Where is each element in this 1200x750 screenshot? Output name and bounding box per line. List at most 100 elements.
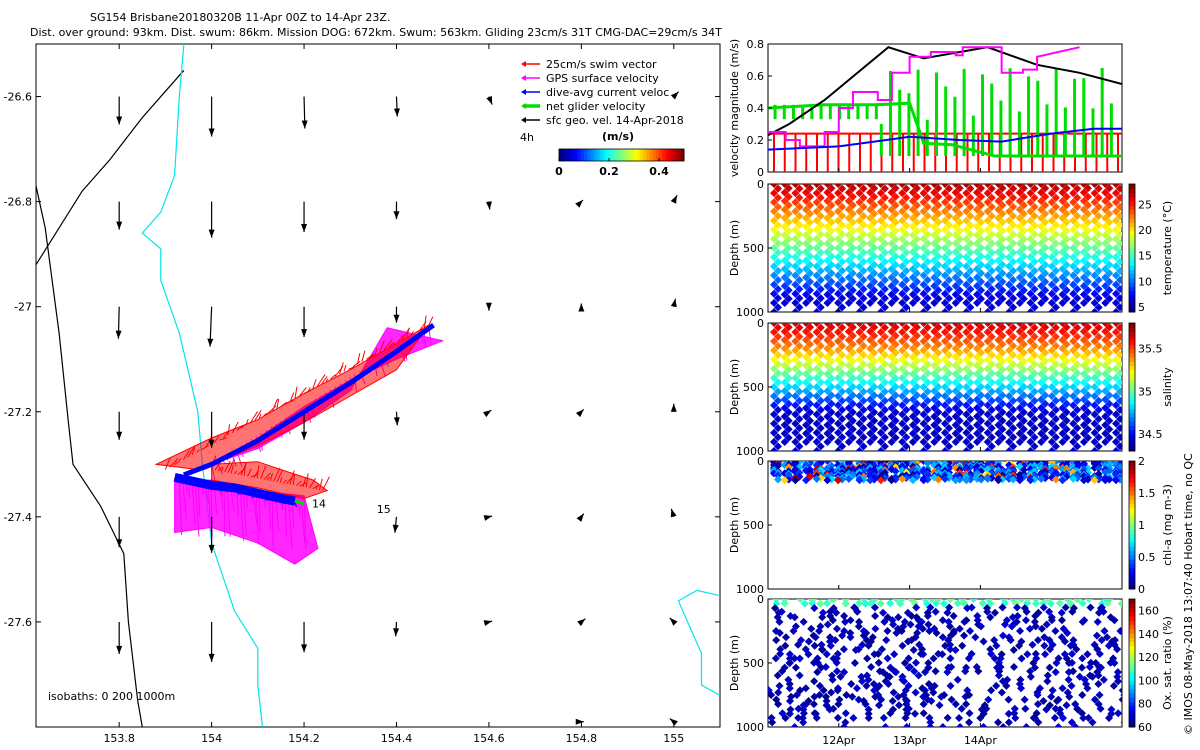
depth-tick-label: 1000 xyxy=(736,445,764,458)
swim-vector xyxy=(231,421,239,434)
colorbar-label: temperature (°C) xyxy=(1161,201,1174,295)
colorbar-salinity: 34.5 35 35.5 salinity xyxy=(1128,322,1174,452)
time-tick-label: 14Apr xyxy=(964,734,998,747)
dac-vector xyxy=(211,483,215,488)
geo-vector-arrow xyxy=(486,95,493,105)
swim-vector xyxy=(182,450,191,461)
geo-vector-arrow xyxy=(208,96,215,137)
net-glider-spikes xyxy=(773,68,1113,156)
swim-vector xyxy=(224,460,231,473)
dac-vector xyxy=(238,489,243,495)
dac-vector xyxy=(285,499,288,501)
dac-vector xyxy=(247,491,252,496)
dac-vector xyxy=(196,480,199,485)
colorbar-temperature: 5 10 15 20 25 temperature (°C) xyxy=(1128,183,1174,314)
dac-vector xyxy=(187,479,190,482)
swim-vector xyxy=(292,473,296,486)
colorbar-chla: 0 0.5 1 1.5 2 chl-a (mg m-3) xyxy=(1128,455,1174,596)
swim-vector xyxy=(296,480,302,487)
geo-vector-arrow xyxy=(670,403,677,412)
geo-vector-arrow xyxy=(575,199,584,208)
dac-vector xyxy=(232,488,235,492)
swim-vector xyxy=(318,478,323,491)
map-xtick-label: 154.8 xyxy=(566,732,598,745)
swim-vector xyxy=(321,376,328,385)
dac-vector xyxy=(282,498,287,503)
swim-vector xyxy=(254,410,262,421)
colorbar-tick-label: 0 xyxy=(555,165,563,178)
dac-vector xyxy=(288,499,292,503)
dac-vector xyxy=(193,480,199,487)
isobath-1000m-line xyxy=(36,185,143,727)
swim-vector xyxy=(289,470,295,485)
swim-vector xyxy=(289,392,295,402)
swim-vector xyxy=(283,479,288,484)
geo-vector-arrow xyxy=(485,201,492,210)
profile-scatter-temperature xyxy=(770,184,1122,312)
geo-vector-arrow xyxy=(483,620,493,626)
gps-vector xyxy=(297,494,301,516)
colorbar-tick-label: 80 xyxy=(1138,698,1152,711)
dac-vector xyxy=(267,495,273,501)
gps-vector xyxy=(242,488,248,536)
swim-vector xyxy=(299,482,307,487)
gps-vector xyxy=(181,480,187,520)
velocity-series-0 xyxy=(768,46,1122,137)
speed-colorbar: 4h (m/s) 0 0.2 0.4 xyxy=(520,130,685,178)
swim-vector xyxy=(302,476,307,488)
gps-vector xyxy=(194,482,200,537)
dac-vector xyxy=(217,485,221,489)
swim-vector-cluster-0 xyxy=(154,324,430,471)
swim-vector xyxy=(410,330,415,336)
swim-vector xyxy=(247,468,252,477)
swim-vector xyxy=(285,399,294,404)
swim-vector xyxy=(272,398,278,411)
time-tick-label: 13Apr xyxy=(893,734,927,747)
dac-vector xyxy=(241,489,243,493)
swim-vector xyxy=(273,467,281,482)
map-axis-ticks: 153.8 154 154.2 154.4 154.6 154.8 155 -26.6 -26.… xyxy=(4,44,720,745)
colorbar-tick-label: 120 xyxy=(1138,651,1159,664)
swim-vector xyxy=(240,425,245,429)
gps-vector xyxy=(207,483,212,531)
dac-track-north xyxy=(183,323,435,478)
geo-vector-arrow xyxy=(575,718,584,725)
depth-tick-label: 500 xyxy=(743,381,764,394)
swim-vector xyxy=(366,353,375,360)
depth-ylabel: Depth (m) xyxy=(728,497,741,553)
swim-vector xyxy=(200,445,209,451)
colorbar-tick-label: 0.2 xyxy=(599,165,619,178)
swim-vector xyxy=(397,334,405,343)
colorbar-tick-label: 35.5 xyxy=(1138,343,1163,356)
dac-vector xyxy=(181,477,187,483)
depth-tick-label: 0 xyxy=(757,317,764,330)
legend-label: 25cm/s swim vector xyxy=(546,58,657,71)
depth-ylabel: Depth (m) xyxy=(728,220,741,276)
swim-vector xyxy=(227,458,235,473)
swim-vector xyxy=(281,401,288,407)
colorbar-tick-label: 25 xyxy=(1138,198,1152,211)
swim-vector xyxy=(187,445,196,458)
colorbar-tick-label: 34.5 xyxy=(1138,428,1163,441)
swim-vector xyxy=(325,378,329,382)
colorbar-tick-label: 160 xyxy=(1138,605,1159,618)
gps-vector xyxy=(191,481,196,526)
colorbar-tick-label: 0.4 xyxy=(649,165,669,178)
depth-tick-label: 500 xyxy=(743,519,764,532)
colorbar-tick-label: 100 xyxy=(1138,674,1159,687)
geo-vector-arrow xyxy=(393,411,400,426)
map-xtick-label: 153.8 xyxy=(103,732,135,745)
dac-vector xyxy=(205,482,210,489)
legend-item: 25cm/s swim vector xyxy=(521,58,657,71)
dac-vector xyxy=(178,477,183,484)
geo-vector-arrow xyxy=(393,96,400,117)
swim-vector xyxy=(263,472,271,480)
profile-panel-temperature: 0 500 1000 Depth (m) 5 10 15 20 25 temperature (°… xyxy=(728,178,1174,319)
colorbar-side-label: 4h xyxy=(520,131,534,144)
swim-vector xyxy=(307,387,311,392)
depth-tick-label: 1000 xyxy=(736,721,764,734)
dac-vector xyxy=(235,488,240,496)
